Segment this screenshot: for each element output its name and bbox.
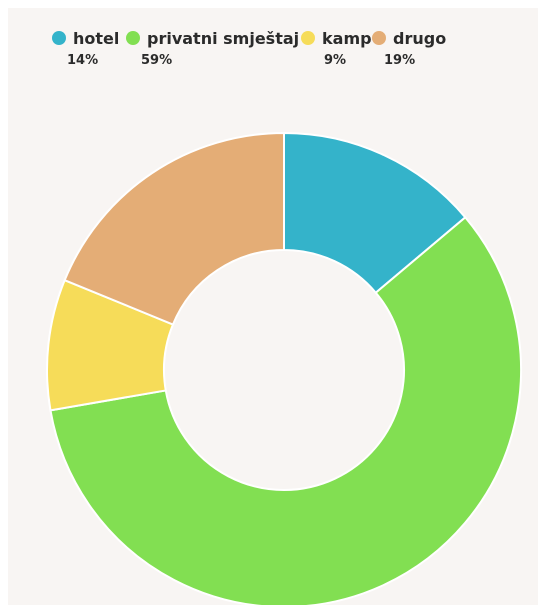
chart-card: hotel 14% privatni smještaj 59% kamp 9% … bbox=[8, 8, 538, 605]
legend-marker-kamp bbox=[301, 31, 315, 45]
donut-slice-hotel[interactable] bbox=[283, 131, 467, 295]
legend-marker-hotel bbox=[52, 31, 66, 45]
legend-label-kamp: kamp bbox=[322, 28, 372, 48]
legend-label-hotel: hotel bbox=[73, 28, 120, 48]
legend-value-kamp: 9% bbox=[324, 53, 347, 68]
donut-slice-drugo[interactable] bbox=[63, 131, 285, 326]
legend-label-drugo: drugo bbox=[393, 28, 447, 48]
legend-item-drugo[interactable]: drugo 19% bbox=[372, 27, 446, 68]
legend-value-privatni-smjestaj: 59% bbox=[141, 53, 173, 68]
legend-item-hotel[interactable]: hotel 14% bbox=[52, 27, 119, 68]
donut-slice-privatni-smjestaj[interactable] bbox=[49, 215, 522, 605]
legend-item-kamp[interactable]: kamp 9% bbox=[301, 27, 372, 68]
legend-item-privatni-smjestaj[interactable]: privatni smještaj 59% bbox=[126, 27, 299, 68]
donut-chart bbox=[46, 131, 522, 605]
legend-value-drugo: 19% bbox=[384, 53, 416, 68]
legend-marker-privatni-smjestaj bbox=[126, 31, 140, 45]
legend-value-hotel: 14% bbox=[67, 53, 99, 68]
legend: hotel 14% privatni smještaj 59% kamp 9% … bbox=[8, 8, 538, 88]
legend-marker-drugo bbox=[372, 31, 386, 45]
legend-label-privatni-smjestaj: privatni smještaj bbox=[147, 28, 300, 48]
